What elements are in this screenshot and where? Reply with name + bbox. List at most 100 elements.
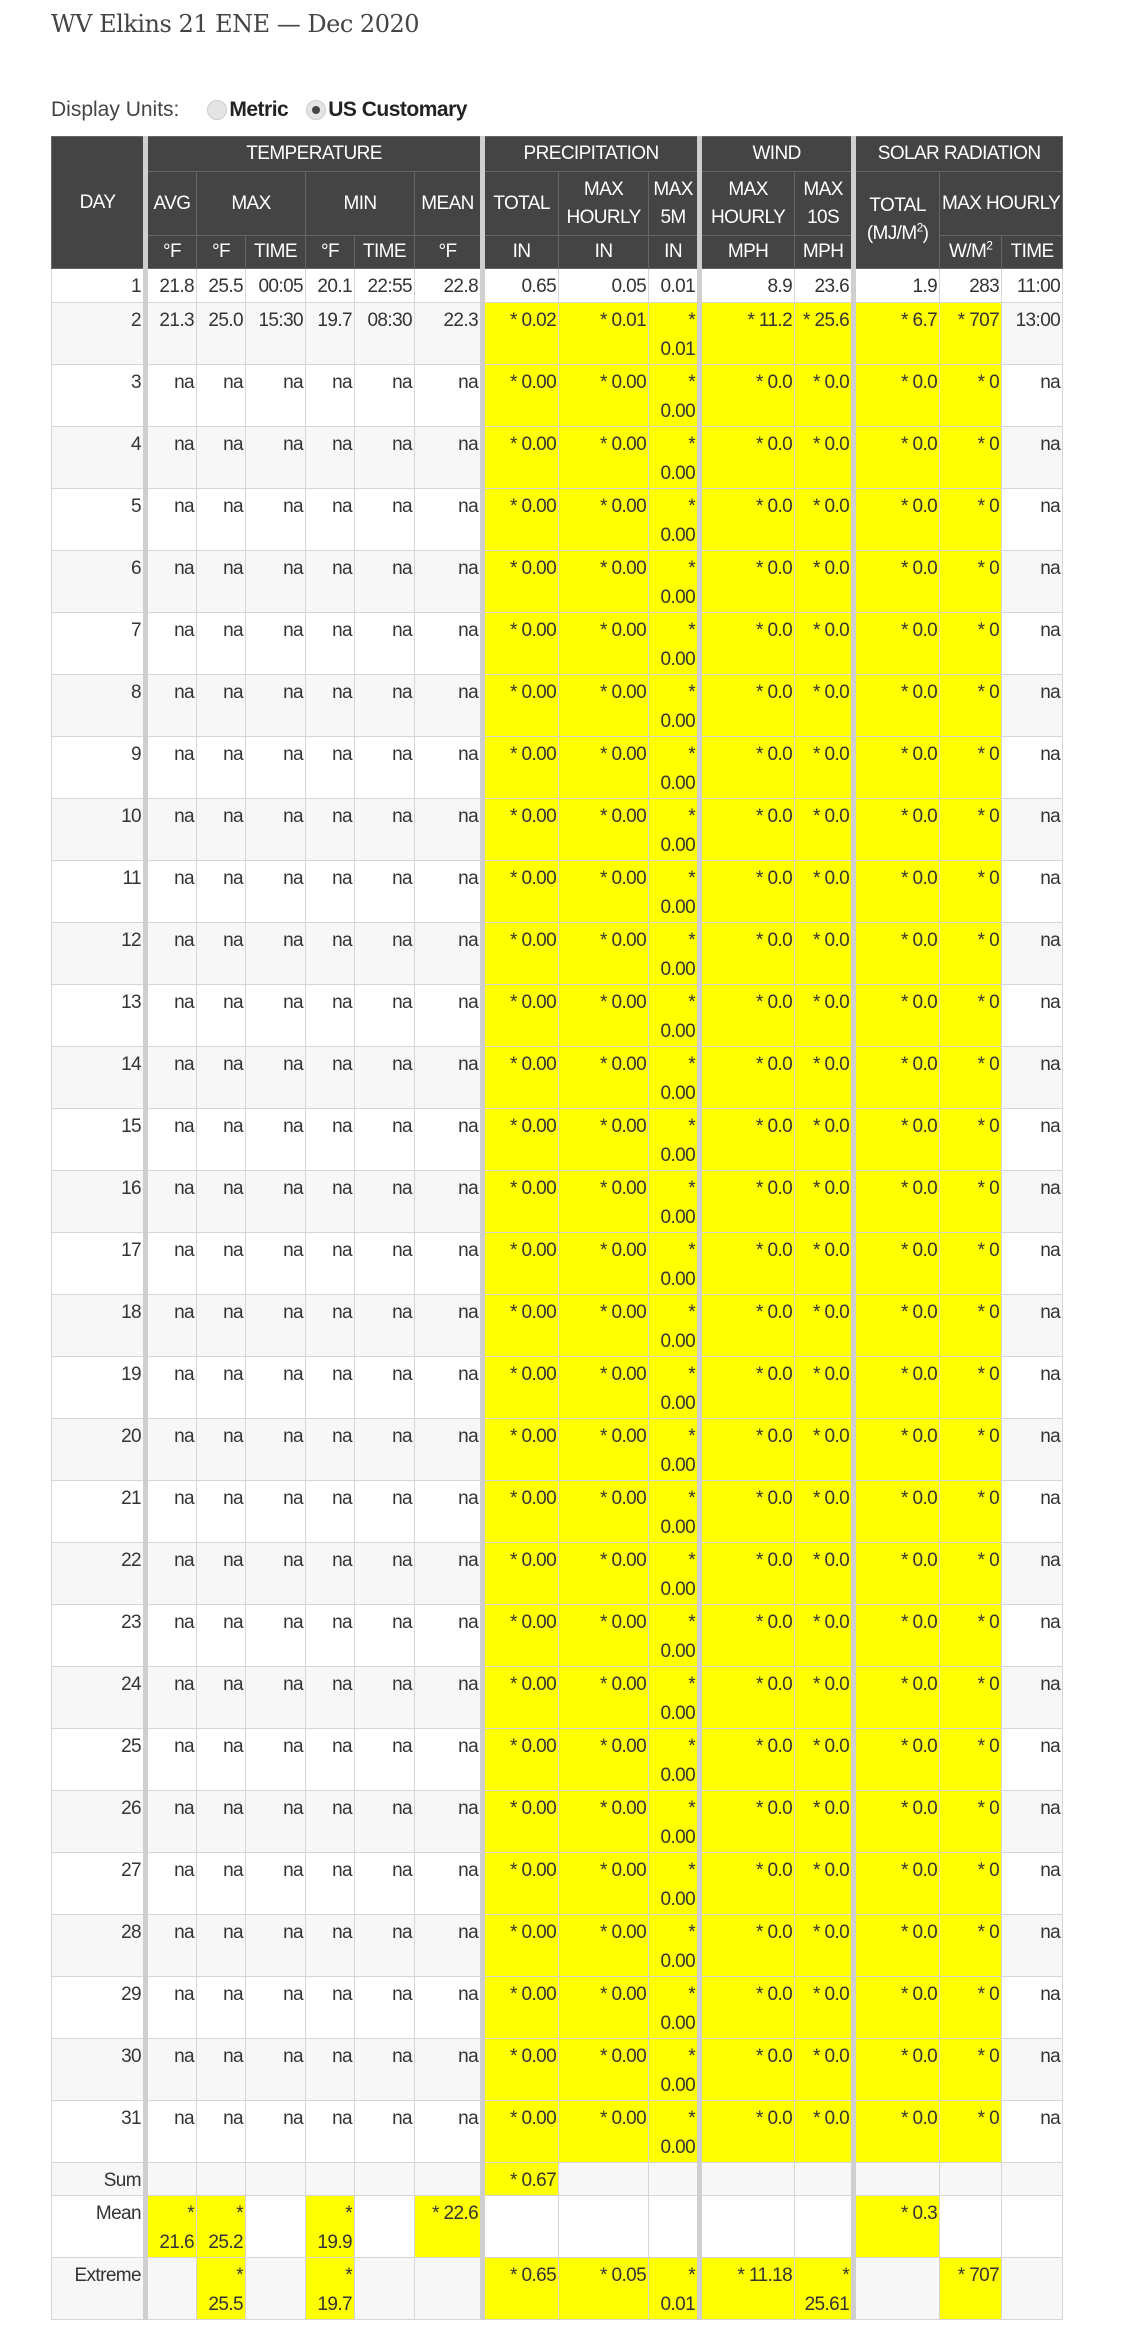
table-cell: na [245,1418,306,1481]
table-cell: na [143,798,197,861]
table-cell: na [413,1108,484,1171]
table-cell: 21.3 [143,302,197,365]
table-cell: * 0.00 [648,1232,701,1295]
table-cell: * 0.0 [697,1790,796,1853]
table-cell [245,2257,306,2320]
row-label: Mean [51,2195,146,2258]
table-cell: na [143,1666,197,1729]
table-cell: na [143,1294,197,1357]
table-cell: * 0.0 [794,612,855,675]
table-cell: na [413,1170,484,1233]
table-cell: * 0.00 [648,1604,701,1667]
header-unit: TIME [1001,235,1064,269]
table-cell: na [143,674,197,737]
table-cell: na [245,1356,306,1419]
table-cell: na [245,1790,306,1853]
table-cell: * 0.0 [697,1294,796,1357]
radio-icon[interactable] [207,100,228,120]
table-cell: * 19.9 [305,2195,355,2258]
table-cell: * 0.0 [851,1604,941,1667]
table-cell: na [1001,550,1064,613]
table-cell [143,2257,197,2320]
table-cell: na [413,1232,484,1295]
us-customary-radio[interactable]: US Customary [306,98,467,122]
header-unit: TIME [354,235,415,269]
table-cell: na [354,1108,415,1171]
table-cell: * 0.0 [794,550,855,613]
table-cell: * 0.00 [648,736,701,799]
table-cell: * 25.5 [196,2257,246,2320]
table-cell: * 0.00 [648,1728,701,1791]
table-cell: na [305,612,355,675]
table-cell: * 0.00 [648,1914,701,1977]
table-cell: na [305,1604,355,1667]
table-cell: na [245,1852,306,1915]
table-cell: * 0.0 [697,984,796,1047]
table-cell: * 0.0 [851,922,941,985]
table-cell [648,2162,701,2196]
table-cell: na [245,364,306,427]
table-cell: * 0.00 [558,1232,650,1295]
table-cell: * 0 [939,860,1003,923]
table-row: 25 na na na na na na * 0.00 * 0.00 * 0.00 * 0.0 * 0… [51,1728,1064,1791]
table-cell: * 6.7 [851,302,941,365]
table-row: 28 na na na na na na * 0.00 * 0.00 * 0.00 * 0.0 * 0… [51,1914,1064,1977]
table-cell: * 0.0 [697,2100,796,2163]
table-cell: * 0.0 [851,1294,941,1357]
metric-radio[interactable]: Metric [207,98,289,122]
table-cell: na [413,674,484,737]
table-cell [413,2162,484,2196]
table-cell: * 0.01 [648,302,701,365]
table-cell: na [143,488,197,551]
table-cell: na [245,1108,306,1171]
table-cell: na [413,1914,484,1977]
table-cell: * 0 [939,736,1003,799]
table-cell: na [354,1046,415,1109]
table-cell [143,2162,197,2196]
table-cell: na [143,1976,197,2039]
table-cell: 13:00 [1001,302,1064,365]
table-cell: * 0.0 [794,1356,855,1419]
table-cell: na [245,798,306,861]
table-cell: * 0.0 [851,550,941,613]
table-cell: na [354,2100,415,2163]
table-cell: na [354,1480,415,1543]
table-cell: 0.05 [558,268,650,303]
table-cell: na [413,1356,484,1419]
table-cell: * 0.00 [648,1480,701,1543]
climate-table: DAY TEMPERATURE PRECIPITATION WIND SOLAR… [51,136,1064,2320]
table-cell: * 0.00 [648,1976,701,2039]
table-cell: * 0.0 [794,364,855,427]
row-label: 3 [51,364,146,427]
table-cell: na [196,736,246,799]
table-cell: na [196,2100,246,2163]
table-cell: * 0 [939,1356,1003,1419]
table-cell: na [245,488,306,551]
table-cell: na [305,426,355,489]
table-cell [1001,2257,1064,2320]
row-label: 15 [51,1108,146,1171]
table-cell: na [1001,1046,1064,1109]
table-cell: na [196,984,246,1047]
table-cell: * 0.0 [794,922,855,985]
table-cell: * 0.0 [794,736,855,799]
table-cell [245,2195,306,2258]
table-cell: na [413,1604,484,1667]
table-cell: * 0 [939,612,1003,675]
table-cell: * 0.05 [558,2257,650,2320]
table-cell: * 19.7 [305,2257,355,2320]
table-cell: na [1001,1666,1064,1729]
table-cell: * 0.00 [558,1604,650,1667]
table-row: 7 na na na na na na * 0.00 * 0.00 * 0.00 * 0.0 * 0.… [51,612,1064,675]
table-cell: na [305,364,355,427]
table-cell: * 0.00 [558,1666,650,1729]
table-cell: na [305,1790,355,1853]
table-cell: * 0.00 [648,860,701,923]
table-cell: * 0.00 [480,2038,560,2101]
table-cell: na [245,984,306,1047]
radio-selected-icon[interactable] [306,100,327,120]
table-cell [1001,2162,1064,2196]
table-cell: * 0.00 [648,1170,701,1233]
table-row: 2 21.3 25.0 15:30 19.7 08:30 22.3 * 0.02 * 0.01 *… [51,302,1064,365]
table-cell: 0.65 [480,268,560,303]
